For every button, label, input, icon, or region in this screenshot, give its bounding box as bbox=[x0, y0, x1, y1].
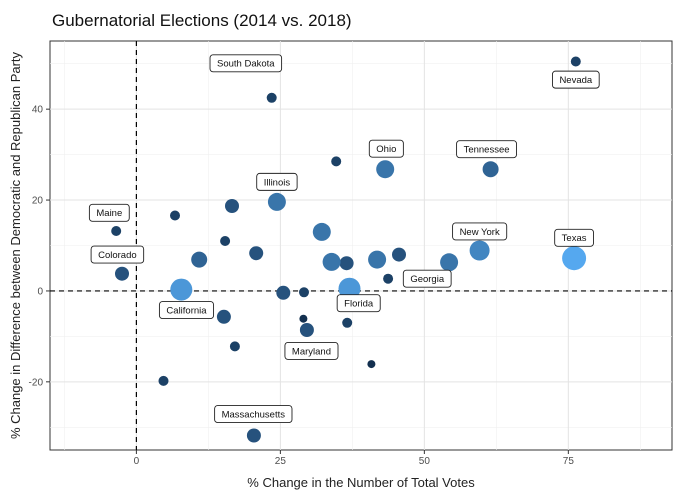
point-maine bbox=[111, 226, 122, 236]
data-point bbox=[225, 199, 239, 213]
label-text: Colorado bbox=[98, 250, 137, 261]
label-massachusetts: Massachusetts bbox=[214, 405, 293, 424]
label-text: California bbox=[166, 305, 207, 316]
data-point bbox=[331, 156, 342, 167]
y-axis-title: % Change in Difference between Democrati… bbox=[8, 51, 23, 439]
label-box bbox=[256, 172, 298, 191]
reference-lines bbox=[50, 41, 672, 450]
data-point bbox=[342, 317, 353, 328]
x-tick-label: 0 bbox=[134, 456, 140, 467]
data-point bbox=[170, 210, 180, 221]
point-maryland bbox=[299, 323, 314, 337]
y-tick-label: 20 bbox=[32, 196, 44, 207]
label-box bbox=[209, 54, 283, 73]
label-box bbox=[456, 140, 517, 159]
data-point bbox=[322, 252, 341, 271]
label-box bbox=[452, 222, 508, 241]
label-text: South Dakota bbox=[217, 59, 275, 70]
label-text: Massachusetts bbox=[222, 409, 286, 420]
data-point bbox=[367, 360, 376, 369]
point-nevada bbox=[570, 56, 581, 67]
grid-lines bbox=[50, 41, 672, 450]
label-text: Maryland bbox=[292, 346, 331, 357]
label-text: Texas bbox=[562, 233, 587, 244]
label-nevada: Nevada bbox=[551, 70, 600, 89]
point-florida bbox=[338, 277, 361, 300]
label-box bbox=[88, 203, 130, 222]
chart-title: Gubernatorial Elections (2014 vs. 2018) bbox=[52, 11, 352, 30]
data-point bbox=[191, 251, 208, 268]
data-point bbox=[216, 309, 231, 324]
axis-ticks: 0 25 50 75 -20 0 20 40 bbox=[29, 105, 575, 467]
label-box bbox=[214, 405, 293, 424]
data-point bbox=[249, 246, 264, 261]
data-point bbox=[276, 285, 291, 300]
label-south-dakota: South Dakota bbox=[209, 54, 283, 73]
label-tennessee: Tennessee bbox=[456, 140, 517, 159]
label-text: Nevada bbox=[559, 75, 592, 86]
label-colorado: Colorado bbox=[90, 245, 145, 264]
data-point bbox=[312, 222, 331, 241]
x-axis-title: % Change in the Number of Total Votes bbox=[247, 475, 475, 490]
label-box bbox=[336, 294, 381, 313]
data-point bbox=[220, 236, 231, 246]
label-florida: Florida bbox=[336, 294, 381, 313]
label-text: Maine bbox=[96, 208, 122, 219]
data-point bbox=[440, 253, 459, 272]
label-georgia: Georgia bbox=[402, 269, 452, 288]
label-california: California bbox=[158, 301, 215, 319]
y-tick-label: -20 bbox=[29, 377, 44, 388]
point-annotations: Nevada South Dakota Ohio Tennessee Illinois M… bbox=[88, 54, 600, 424]
point-illinois bbox=[267, 192, 286, 211]
label-text: Georgia bbox=[410, 274, 445, 285]
point-california bbox=[170, 278, 193, 301]
label-text: Ohio bbox=[376, 144, 396, 155]
x-tick-label: 25 bbox=[275, 456, 287, 467]
point-new-york bbox=[469, 240, 490, 261]
point-massachusetts bbox=[246, 428, 261, 443]
label-text: Illinois bbox=[264, 177, 291, 188]
data-points bbox=[111, 56, 587, 443]
point-south-dakota bbox=[266, 92, 277, 103]
point-tennessee bbox=[482, 161, 499, 178]
label-new-york: New York bbox=[452, 222, 508, 241]
label-ohio: Ohio bbox=[368, 139, 404, 158]
x-tick-label: 50 bbox=[419, 456, 431, 467]
data-point bbox=[299, 314, 308, 323]
point-georgia bbox=[383, 273, 394, 284]
label-illinois: Illinois bbox=[256, 172, 298, 191]
label-box bbox=[90, 245, 145, 264]
data-point bbox=[392, 247, 406, 262]
point-ohio bbox=[376, 160, 395, 179]
label-box bbox=[284, 341, 339, 360]
data-point bbox=[339, 256, 354, 271]
point-colorado bbox=[115, 266, 129, 281]
label-box bbox=[551, 70, 600, 89]
label-texas: Texas bbox=[554, 228, 594, 247]
label-text: Florida bbox=[344, 299, 374, 310]
data-point bbox=[299, 287, 309, 298]
label-maryland: Maryland bbox=[284, 341, 339, 360]
y-tick-label: 40 bbox=[32, 105, 44, 116]
label-box bbox=[368, 139, 404, 158]
data-point bbox=[229, 341, 240, 352]
x-tick-label: 75 bbox=[563, 456, 575, 467]
point-texas bbox=[562, 246, 587, 271]
label-box bbox=[402, 269, 452, 288]
label-maine: Maine bbox=[88, 203, 130, 222]
label-box bbox=[554, 228, 594, 247]
data-point bbox=[368, 250, 387, 269]
label-text: New York bbox=[460, 227, 500, 238]
y-tick-label: 0 bbox=[37, 286, 43, 297]
data-point bbox=[158, 375, 169, 386]
label-text: Tennessee bbox=[464, 145, 510, 156]
label-box bbox=[158, 301, 215, 319]
